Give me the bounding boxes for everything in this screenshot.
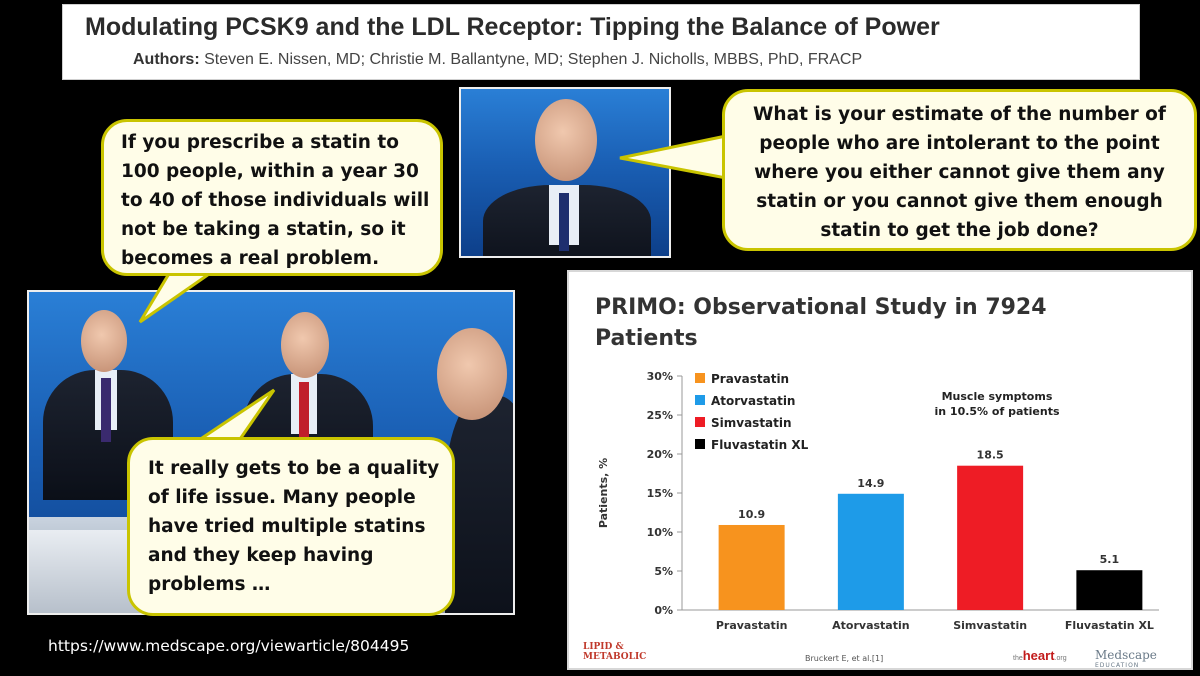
- y-tick-label: 10%: [647, 526, 673, 539]
- chart-annotation: Muscle symptoms: [942, 390, 1053, 403]
- legend-label: Atorvastatin: [711, 394, 795, 408]
- legend-label: Simvastatin: [711, 416, 792, 430]
- bar: [1076, 570, 1143, 610]
- primo-slide: PRIMO: Observational Study in 7924 Patie…: [567, 270, 1193, 670]
- x-tick-label: Pravastatin: [716, 619, 788, 632]
- citation-text: Bruckert E, et al.[1]: [805, 654, 884, 663]
- bar: [837, 493, 904, 610]
- bar: [718, 524, 785, 610]
- legend-swatch: [695, 417, 705, 427]
- legend-swatch: [695, 439, 705, 449]
- legend-label: Pravastatin: [711, 372, 789, 386]
- speech-bubble-center: It really gets to be a quality of life i…: [127, 437, 455, 616]
- authors-label: Authors:: [133, 51, 200, 68]
- medscape-education-logo: Medscape EDUCATION: [1095, 648, 1157, 669]
- bar: [957, 465, 1024, 610]
- speech-bubble-right: What is your estimate of the number of p…: [722, 89, 1197, 251]
- bar-value-label: 14.9: [857, 477, 884, 490]
- x-tick-label: Simvastatin: [953, 619, 1027, 632]
- medscape-logo-sub: EDUCATION: [1095, 662, 1140, 669]
- lipid-metabolic-logo: LIPID & METABOLIC: [583, 642, 647, 662]
- source-url[interactable]: https://www.medscape.org/viewarticle/804…: [48, 637, 410, 655]
- speech-bubble-left: If you prescribe a statin to 100 people,…: [101, 119, 443, 276]
- y-tick-label: 20%: [647, 448, 673, 461]
- y-tick-label: 5%: [654, 565, 673, 578]
- medscape-logo-name: Medscape: [1095, 648, 1157, 662]
- header-banner: Modulating PCSK9 and the LDL Receptor: T…: [62, 4, 1140, 80]
- bar-value-label: 18.5: [977, 449, 1004, 462]
- bar-value-label: 5.1: [1100, 553, 1120, 566]
- theheart-logo-suffix: .org: [1054, 655, 1067, 662]
- legend-swatch: [695, 395, 705, 405]
- x-tick-label: Fluvastatin XL: [1065, 619, 1154, 632]
- y-tick-label: 0%: [654, 604, 673, 617]
- bar-value-label: 10.9: [738, 508, 765, 521]
- article-authors: Authors: Steven E. Nissen, MD; Christie …: [133, 51, 862, 69]
- theheart-logo-prefix: the: [1013, 655, 1023, 662]
- article-title: Modulating PCSK9 and the LDL Receptor: T…: [85, 13, 940, 41]
- authors-list: Steven E. Nissen, MD; Christie M. Ballan…: [204, 51, 863, 68]
- theheart-logo-name: heart: [1022, 648, 1055, 663]
- legend-swatch: [695, 373, 705, 383]
- bar-chart: 0% 5% 10% 15% 20% 25% 30% Patients, % 10.9 Pravas…: [597, 370, 1159, 632]
- y-tick-label: 30%: [647, 370, 673, 383]
- x-tick-label: Atorvastatin: [832, 619, 909, 632]
- slide-title: PRIMO: Observational Study in 7924 Patie…: [595, 295, 1047, 351]
- theheart-logo: theheart.org: [1013, 648, 1067, 663]
- y-tick-label: 25%: [647, 409, 673, 422]
- video-still-top: [459, 87, 671, 258]
- y-tick-label: 15%: [647, 487, 673, 500]
- chart-annotation: in 10.5% of patients: [934, 405, 1059, 418]
- legend-label: Fluvastatin XL: [711, 438, 809, 452]
- y-axis-label: Patients, %: [597, 458, 610, 528]
